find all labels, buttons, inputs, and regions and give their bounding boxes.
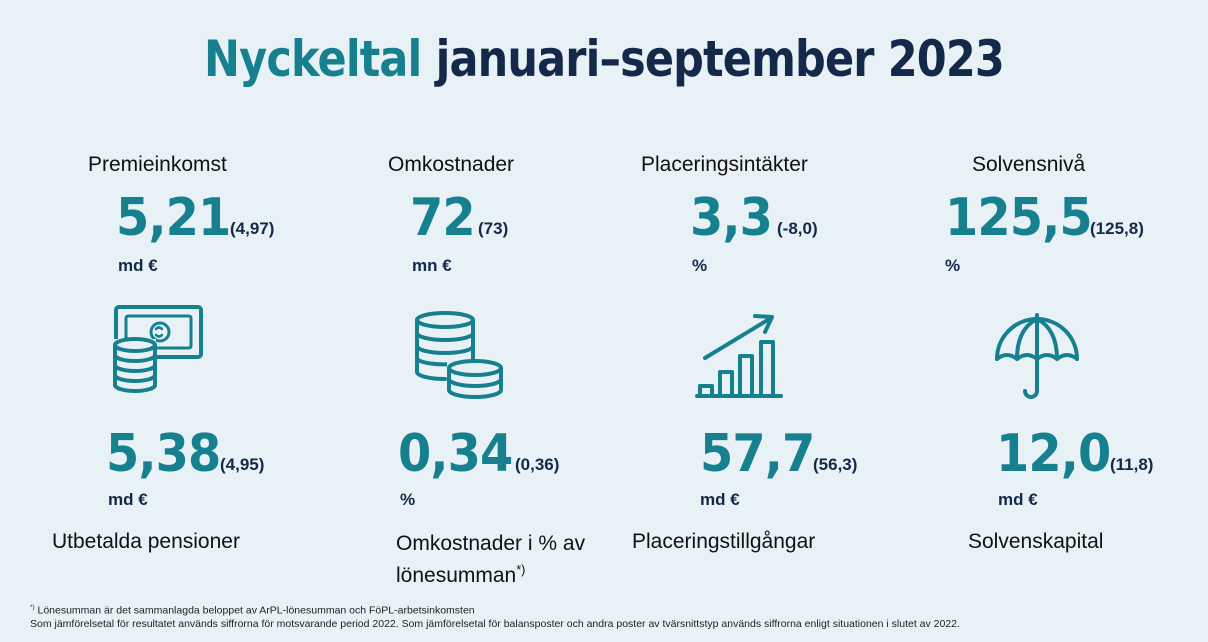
solvenskapital-compare: (11,8) (1110, 455, 1154, 474)
solvenskapital-value: 12,0 (996, 424, 1111, 484)
footnote-line1: *) Lönesumman är det sammanlagda beloppe… (30, 604, 475, 617)
placeringsintakter-compare: (-8,0) (777, 219, 818, 238)
utbetalda-pensioner-unit: md € (108, 490, 148, 509)
footnote-marker: *) (516, 563, 526, 577)
growth-chart-icon (695, 310, 785, 400)
footnote-text1: Lönesumman är det sammanlagda beloppet a… (37, 604, 475, 617)
solvensniva-unit: % (945, 256, 961, 275)
omkostnader-procent-label: Omkostnader i % av lönesumman*) (396, 530, 585, 589)
placeringstillgangar-label: Placeringstillgångar (632, 530, 816, 553)
solvensniva-compare: (125,8) (1090, 219, 1144, 238)
premieinkomst-unit: md € (118, 256, 158, 275)
page-title: Nyckeltal januari–september 2023 (85, 30, 1124, 88)
utbetalda-pensioner-label: Utbetalda pensioner (52, 530, 240, 553)
placeringsintakter-value: 3,3 (690, 188, 773, 248)
premieinkomst-value: 5,21 (116, 188, 231, 248)
placeringsintakter-label: Placeringsintäkter (641, 153, 808, 176)
solvensniva-label: Solvensnivå (972, 153, 1086, 176)
placeringstillgangar-value: 57,7 (700, 424, 815, 484)
omkostnader-procent-label-line2: lönesumman (396, 564, 517, 587)
coin-stack-icon (413, 310, 505, 400)
omkostnader-procent-value: 0,34 (398, 424, 513, 484)
omkostnader-procent-unit: % (400, 490, 416, 509)
solvenskapital-label: Solvenskapital (968, 530, 1104, 553)
premieinkomst-compare: (4,97) (230, 219, 275, 238)
footnote-sup: *) (30, 604, 35, 611)
footnote-line2: Som jämförelsetal för resultatet används… (30, 618, 960, 630)
omkostnader-value: 72 (410, 188, 476, 248)
umbrella-icon (994, 313, 1080, 403)
solvensniva-value: 125,5 (945, 188, 1093, 248)
omkostnader-label: Omkostnader (388, 153, 515, 176)
utbetalda-pensioner-value: 5,38 (106, 424, 221, 484)
placeringstillgangar-compare: (56,3) (813, 455, 858, 474)
placeringstillgangar-unit: md € (700, 490, 740, 509)
omkostnader-procent-compare: (0,36) (515, 455, 560, 474)
utbetalda-pensioner-compare: (4,95) (220, 455, 265, 474)
placeringsintakter-unit: % (692, 256, 708, 275)
omkostnader-compare: (73) (478, 219, 509, 238)
omkostnader-unit: mn € (412, 256, 452, 275)
title-rest: januari–september 2023 (435, 30, 1005, 88)
omkostnader-procent-label-line1: Omkostnader i % av (396, 532, 586, 555)
solvenskapital-unit: md € (998, 490, 1038, 509)
title-accent: Nyckeltal (204, 30, 422, 88)
premieinkomst-label: Premieinkomst (88, 153, 227, 176)
money-coins-icon (110, 303, 205, 395)
